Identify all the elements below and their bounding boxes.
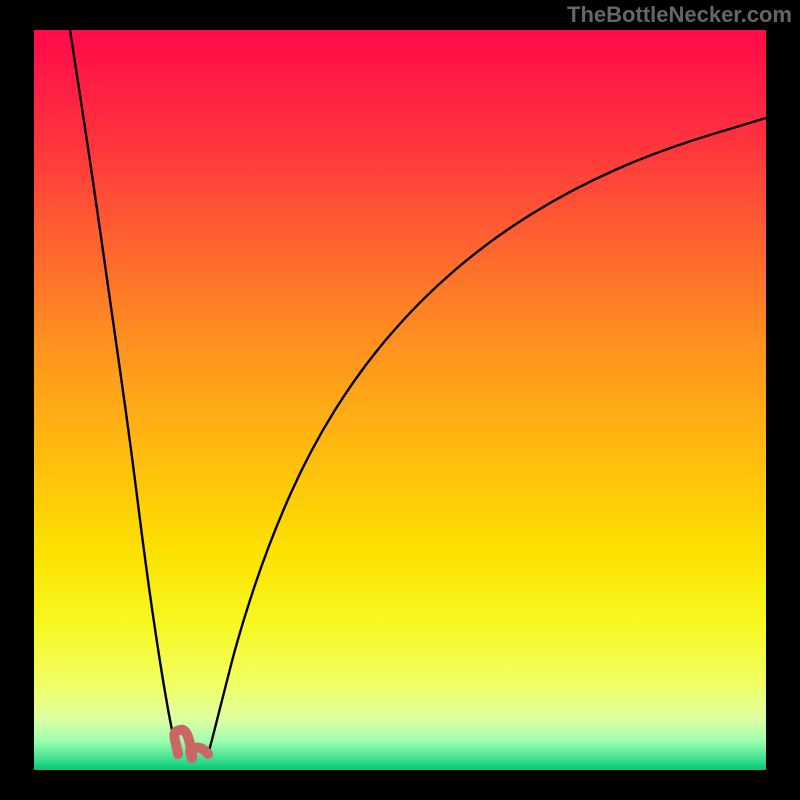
chart-gradient-bg [34, 30, 766, 770]
watermark-text: TheBottleNecker.com [567, 2, 792, 28]
chart-container: TheBottleNecker.com [0, 0, 800, 800]
bottleneck-chart [0, 0, 800, 800]
